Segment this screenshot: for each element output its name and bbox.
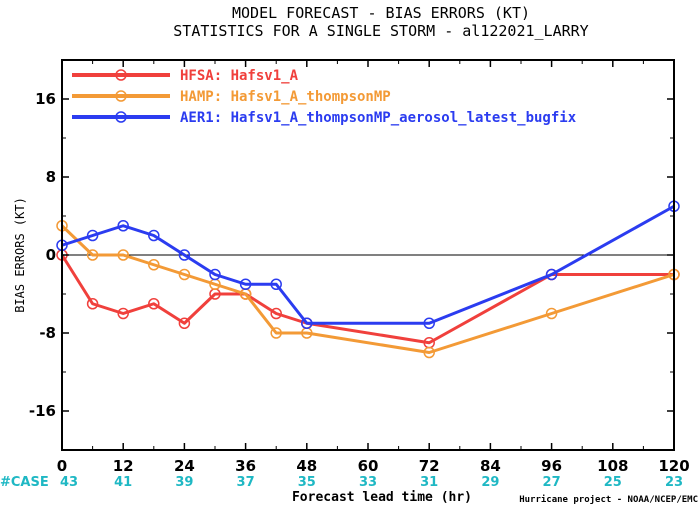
- x-tick-label: 72: [419, 457, 440, 475]
- chart-subtitle: STATISTICS FOR A SINGLE STORM - al122021…: [173, 22, 588, 40]
- data-point: [545, 307, 558, 320]
- y-axis-label: BIAS ERRORS (KT): [13, 197, 27, 313]
- case-count-label: #CASE: [0, 475, 49, 490]
- x-tick-label: 96: [541, 457, 562, 475]
- case-count: 29: [481, 475, 499, 490]
- y-tick-label: 16: [35, 90, 56, 108]
- data-point: [117, 307, 129, 320]
- data-point: [148, 259, 160, 271]
- y-tick-label: -8: [39, 324, 56, 342]
- legend-swatch-marker: [115, 69, 127, 81]
- data-point: [301, 317, 313, 329]
- y-tick-label: 0: [46, 246, 56, 264]
- data-point: [86, 249, 99, 261]
- legend-entry: AER1: Hafsv1_A_thompsonMP_aerosol_latest…: [180, 110, 577, 126]
- case-count: 43: [60, 475, 78, 490]
- legend: HFSA: Hafsv1_A HAMP: Hafsv1_A_thompsonMP A…: [72, 68, 577, 126]
- legend-entry: HFSA: Hafsv1_A: [180, 68, 299, 84]
- x-tick-label: 0: [57, 457, 67, 475]
- data-point: [178, 249, 191, 261]
- x-tick-label: 60: [358, 457, 379, 475]
- data-point: [148, 229, 160, 242]
- data-point: [148, 298, 160, 310]
- case-count: 41: [114, 475, 132, 490]
- case-count: 31: [420, 475, 438, 490]
- chart-title: MODEL FORECAST - BIAS ERRORS (KT): [232, 4, 530, 22]
- data-point: [86, 229, 99, 242]
- legend-entry: HAMP: Hafsv1_A_thompsonMP: [180, 89, 391, 105]
- case-count: 25: [604, 475, 622, 490]
- data-point: [117, 249, 129, 261]
- data-point: [270, 307, 282, 320]
- legend-swatch-marker: [115, 90, 127, 102]
- x-tick-label: 12: [113, 457, 134, 475]
- data-point: [270, 327, 282, 339]
- case-count: 23: [665, 475, 683, 490]
- x-tick-label: 120: [658, 457, 689, 475]
- credit-text: Hurricane project - NOAA/NCEP/EMC: [519, 494, 698, 505]
- data-point: [117, 220, 129, 232]
- case-count: 33: [359, 475, 377, 490]
- x-tick-label: 48: [296, 457, 317, 475]
- x-axis-label: Forecast lead time (hr): [292, 490, 472, 505]
- legend-swatch-marker: [115, 111, 127, 123]
- x-tick-label: 84: [480, 457, 501, 475]
- x-tick-label: 24: [174, 457, 195, 475]
- data-point: [178, 317, 191, 329]
- data-point: [178, 268, 191, 281]
- data-point: [239, 278, 252, 290]
- y-tick-label: 8: [46, 168, 56, 186]
- x-tick-label: 36: [235, 457, 256, 475]
- case-count: 35: [298, 475, 316, 490]
- data-point: [423, 346, 435, 359]
- case-count: 39: [175, 475, 193, 490]
- case-count: 37: [237, 475, 255, 490]
- case-count: 27: [543, 475, 561, 490]
- data-point: [86, 298, 99, 310]
- data-point: [270, 278, 282, 290]
- x-tick-label: 108: [597, 457, 628, 475]
- y-tick-label: -16: [29, 402, 56, 420]
- data-point: [209, 268, 221, 281]
- data-point: [423, 317, 435, 329]
- data-point: [545, 268, 558, 281]
